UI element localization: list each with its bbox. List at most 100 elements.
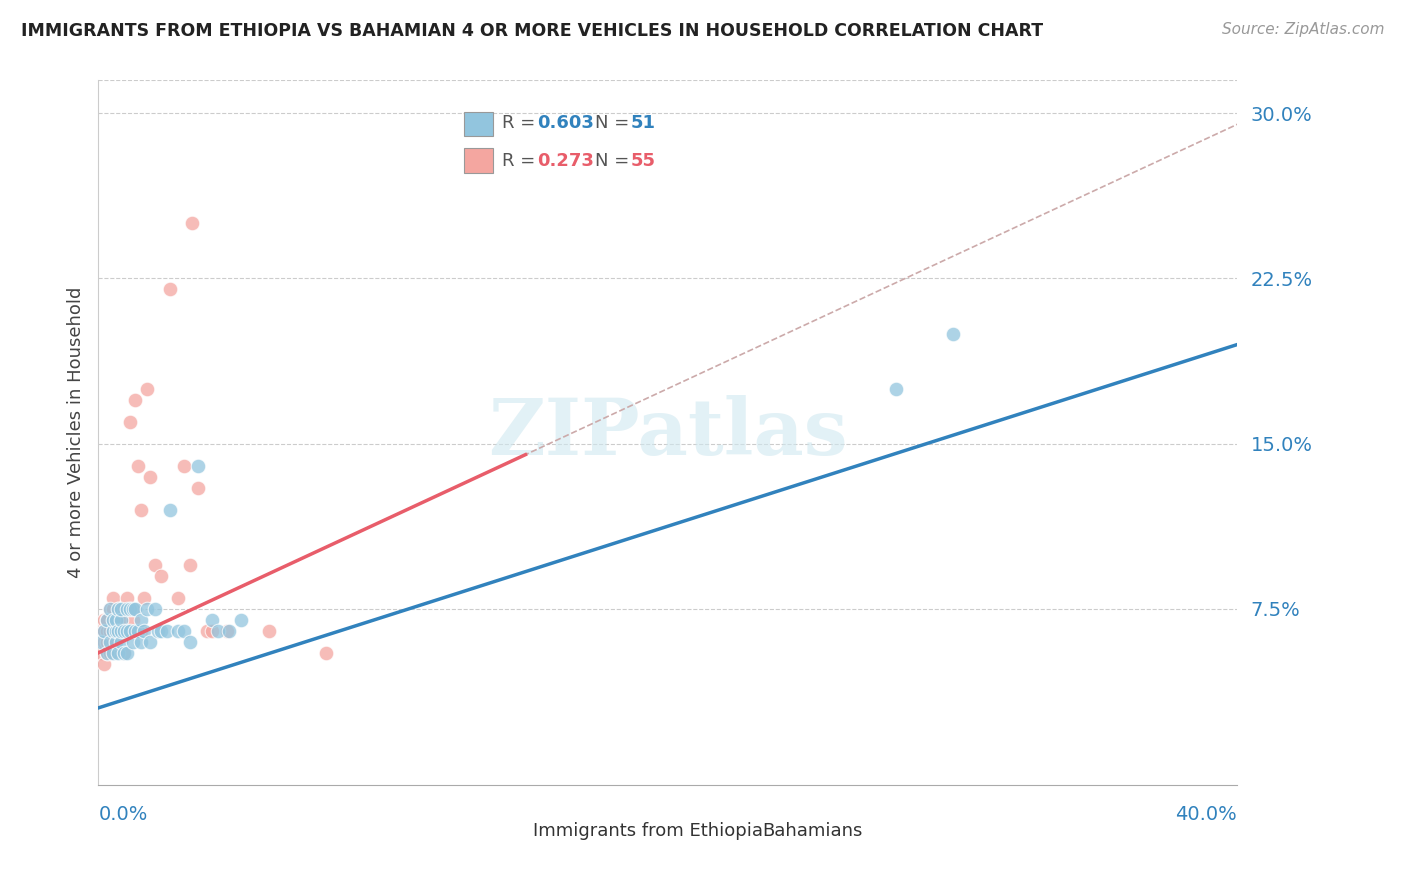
Point [129,624,152,638]
Point [107,624,129,638]
Point [112,624,135,638]
Point [195,624,218,638]
Point [129,502,152,516]
Point [115,602,138,616]
Point [145,602,167,616]
Point [90,646,112,660]
Point [121,613,143,627]
Text: Source: ZipAtlas.com: Source: ZipAtlas.com [1222,22,1385,37]
Point [93,635,115,649]
Point [218,624,240,638]
Point [135,602,157,616]
Point [93,624,115,638]
Point [104,613,127,627]
Point [884,382,907,396]
Point [118,602,141,616]
Text: Immigrants from Ethiopia: Immigrants from Ethiopia [533,822,763,839]
Point [110,624,132,638]
Point [124,624,146,638]
Point [104,635,127,649]
Point [107,646,129,660]
Text: IMMIGRANTS FROM ETHIOPIA VS BAHAMIAN 4 OR MORE VEHICLES IN HOUSEHOLD CORRELATION: IMMIGRANTS FROM ETHIOPIA VS BAHAMIAN 4 O… [21,22,1043,40]
Point [173,458,195,473]
Point [132,591,155,605]
Point [107,613,129,627]
Point [104,635,127,649]
Point [93,613,115,627]
Point [127,458,149,473]
Point [110,602,132,616]
Point [159,283,181,297]
Point [173,624,195,638]
Point [112,602,135,616]
Point [96,624,118,638]
Point [98,602,121,616]
Point [96,613,118,627]
Point [179,558,201,572]
Point [96,613,118,627]
Point [127,624,149,638]
Point [90,635,112,649]
Point [259,624,281,638]
Point [96,646,118,660]
Y-axis label: 4 or more Vehicles in Household: 4 or more Vehicles in Household [66,287,84,578]
Point [179,635,201,649]
Point [101,602,124,616]
Point [101,646,124,660]
Text: Bahamians: Bahamians [762,822,863,839]
Point [107,602,129,616]
Point [138,469,160,483]
Point [93,624,115,638]
Point [215,624,238,638]
Point [124,392,146,407]
Point [187,458,209,473]
Point [159,502,181,516]
Text: 40.0%: 40.0% [1175,805,1237,823]
Point [104,624,127,638]
Point [101,613,124,627]
Point [121,635,143,649]
Point [98,646,121,660]
Point [93,657,115,671]
Point [118,624,141,638]
Point [138,635,160,649]
Point [124,602,146,616]
Point [124,602,146,616]
Point [118,602,141,616]
Point [112,646,135,660]
Point [118,415,141,429]
Point [181,216,204,230]
Point [104,624,127,638]
Point [101,635,124,649]
Point [115,591,138,605]
Point [129,635,152,649]
Point [96,635,118,649]
Point [167,624,190,638]
Point [115,624,138,638]
Point [187,481,209,495]
Point [112,646,135,660]
Point [110,624,132,638]
Text: ZIPatlas: ZIPatlas [488,394,848,471]
Point [98,624,121,638]
Point [110,635,132,649]
Point [150,624,173,638]
Point [90,624,112,638]
Point [132,624,155,638]
Point [150,568,173,582]
Point [101,591,124,605]
Point [101,624,124,638]
Point [135,382,157,396]
Point [115,624,138,638]
Point [115,602,138,616]
Point [942,326,965,341]
Point [110,613,132,627]
Point [121,624,143,638]
Point [145,558,167,572]
Point [115,646,138,660]
Point [129,613,152,627]
Point [201,613,224,627]
Point [229,613,252,627]
Point [107,602,129,616]
Point [107,624,129,638]
